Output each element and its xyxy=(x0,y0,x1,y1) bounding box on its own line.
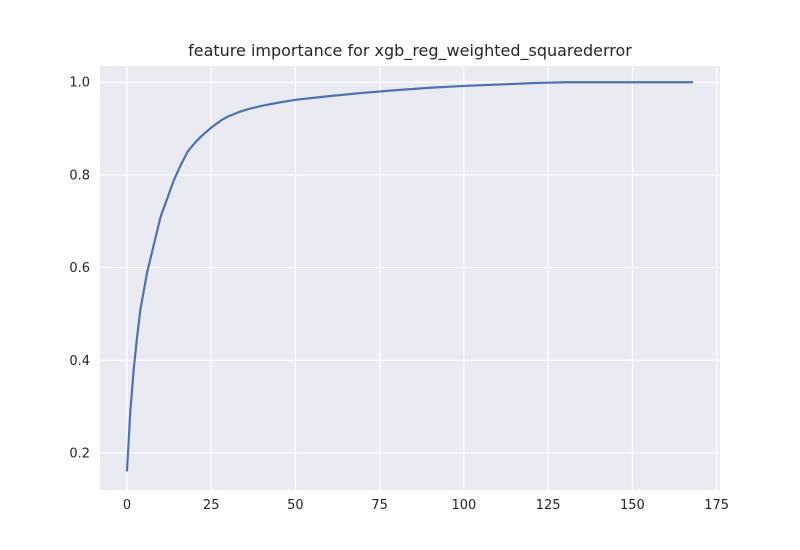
chart-title: feature importance for xgb_reg_weighted_… xyxy=(188,41,632,61)
x-tick-label: 25 xyxy=(203,498,220,513)
y-tick-label: 0.2 xyxy=(69,446,90,461)
x-tick-label: 125 xyxy=(536,498,561,513)
x-tick-label: 150 xyxy=(620,498,645,513)
x-tick-label: 50 xyxy=(287,498,304,513)
x-tick-label: 0 xyxy=(123,498,131,513)
plot-background xyxy=(100,66,720,490)
series-line xyxy=(125,81,694,472)
x-axis-ticks: 0 25 50 75 100 125 150 175 xyxy=(123,498,729,513)
y-tick-label: 0.8 xyxy=(69,168,90,183)
x-tick-label: 175 xyxy=(704,498,729,513)
y-tick-label: 1.0 xyxy=(69,76,90,91)
y-axis-ticks: 0.2 0.4 0.6 0.8 1.0 xyxy=(69,76,90,462)
x-tick-label: 100 xyxy=(451,498,476,513)
y-tick-label: 0.4 xyxy=(69,354,90,369)
series-layer xyxy=(125,81,694,472)
x-tick-label: 75 xyxy=(371,498,388,513)
y-tick-label: 0.6 xyxy=(69,261,90,276)
